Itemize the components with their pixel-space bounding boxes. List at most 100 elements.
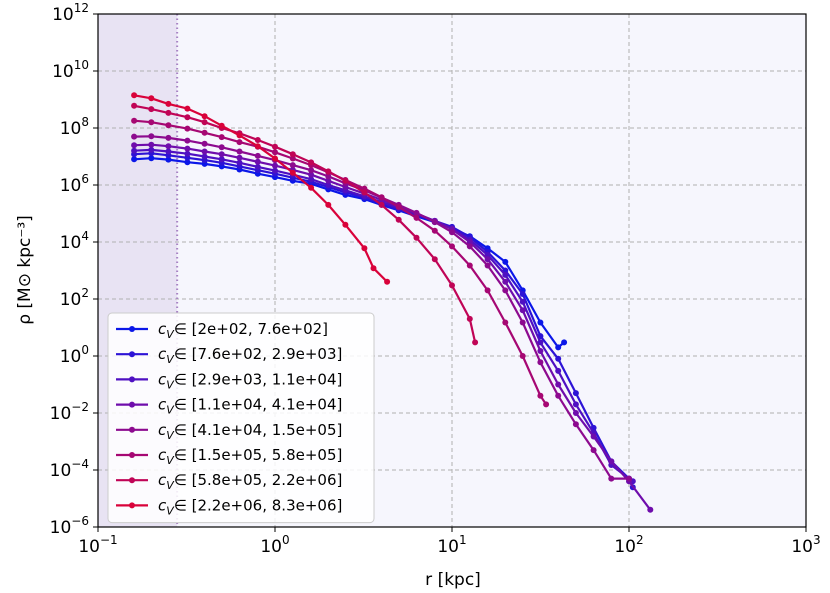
data-point	[184, 150, 191, 157]
data-point	[484, 256, 491, 263]
y-tick-label: 100	[60, 343, 89, 367]
data-point	[201, 119, 208, 126]
y-tick-label: 10−6	[50, 514, 89, 538]
series-7	[131, 92, 391, 285]
data-point	[502, 278, 509, 285]
data-point	[184, 145, 191, 152]
data-point	[449, 229, 455, 236]
data-point	[484, 287, 491, 294]
data-point	[519, 319, 526, 326]
x-tick-label: 103	[791, 533, 820, 557]
y-tick-label: 10−2	[50, 400, 89, 424]
data-point	[395, 203, 402, 210]
data-point	[184, 154, 191, 161]
data-point	[466, 315, 473, 322]
data-point	[308, 159, 315, 166]
legend-marker	[129, 376, 135, 383]
data-point	[431, 219, 438, 226]
data-point	[555, 392, 562, 399]
data-point	[308, 176, 315, 183]
legend-label: cV∈ [2.9e+03, 1.1e+04]	[158, 370, 342, 391]
legend-marker	[129, 351, 135, 358]
data-point	[466, 262, 473, 269]
data-point	[272, 149, 278, 156]
data-point	[254, 152, 261, 159]
grid	[98, 14, 806, 527]
data-point	[148, 146, 155, 153]
legend-marker	[129, 326, 135, 332]
data-point	[543, 401, 550, 408]
data-point	[502, 258, 509, 265]
data-point	[148, 155, 155, 162]
legend-label: cV∈ [7.6e+02, 2.9e+03]	[158, 345, 342, 366]
data-point	[201, 148, 208, 155]
data-point	[519, 307, 526, 314]
data-point	[466, 239, 473, 245]
data-point	[165, 148, 172, 155]
data-point	[502, 319, 509, 326]
data-point	[361, 245, 368, 252]
legend-label: cV∈ [4.1e+04, 1.5e+05]	[158, 421, 342, 442]
data-point	[572, 401, 579, 408]
x-tick-label: 102	[614, 533, 643, 557]
data-point	[201, 140, 208, 147]
data-point	[325, 168, 332, 175]
data-point	[254, 137, 261, 143]
data-point	[272, 167, 278, 174]
data-point	[184, 137, 191, 144]
data-point	[184, 159, 191, 166]
data-point	[502, 287, 509, 294]
y-axis-label: ρ [M⊙ kpc⁻³]	[15, 215, 35, 325]
data-point	[519, 291, 526, 297]
data-point	[218, 134, 225, 141]
data-point	[325, 173, 332, 180]
legend-box	[107, 312, 375, 524]
series-6	[131, 102, 479, 346]
data-point	[537, 348, 544, 354]
data-point	[272, 162, 278, 169]
data-point	[395, 216, 402, 223]
data-point	[555, 355, 562, 362]
data-point	[218, 151, 225, 158]
data-point	[325, 177, 332, 184]
y-tick-label: 10−4	[50, 457, 89, 481]
data-point	[131, 156, 138, 163]
data-point	[378, 201, 385, 208]
data-point	[555, 344, 562, 351]
y-tick-label: 106	[60, 172, 89, 196]
data-point	[342, 177, 349, 184]
y-tick-label: 102	[60, 286, 89, 310]
data-point	[201, 129, 208, 136]
data-point	[148, 106, 155, 113]
legend-entry: cV∈ [1.1e+04, 4.1e+04]	[116, 396, 342, 417]
data-point	[572, 421, 579, 428]
data-point	[131, 133, 138, 140]
legend-entry: cV∈ [2.2e+06, 8.3e+06]	[116, 496, 342, 517]
legend-entry: cV∈ [7.6e+02, 2.9e+03]	[116, 345, 342, 366]
data-point	[184, 114, 191, 121]
data-point	[466, 243, 473, 250]
data-point	[413, 209, 420, 216]
legend-marker	[129, 401, 135, 408]
legend-entry: cV∈ [4.1e+04, 1.5e+05]	[116, 421, 342, 442]
data-point	[165, 143, 172, 150]
data-point	[131, 102, 138, 109]
data-point	[449, 282, 455, 289]
data-point	[148, 119, 155, 126]
legend-label: cV∈ [2.2e+06, 8.3e+06]	[158, 496, 342, 517]
legend-entry: cV∈ [5.8e+05, 2.2e+06]	[116, 471, 342, 492]
data-point	[201, 153, 208, 160]
data-point	[472, 339, 479, 346]
y-tick-label: 1010	[52, 58, 89, 82]
legend: cV∈ [2e+02, 7.6e+02] cV∈ [7.6e+02, 2.9e+0…	[107, 312, 375, 524]
data-point	[519, 298, 526, 305]
data-point	[561, 339, 568, 346]
data-point	[572, 410, 579, 416]
data-point	[148, 95, 155, 102]
data-point	[236, 139, 243, 146]
data-point	[236, 154, 243, 161]
data-point	[218, 122, 225, 129]
data-point	[590, 433, 597, 440]
y-tick-label: 1012	[52, 1, 89, 25]
data-point	[325, 201, 332, 208]
